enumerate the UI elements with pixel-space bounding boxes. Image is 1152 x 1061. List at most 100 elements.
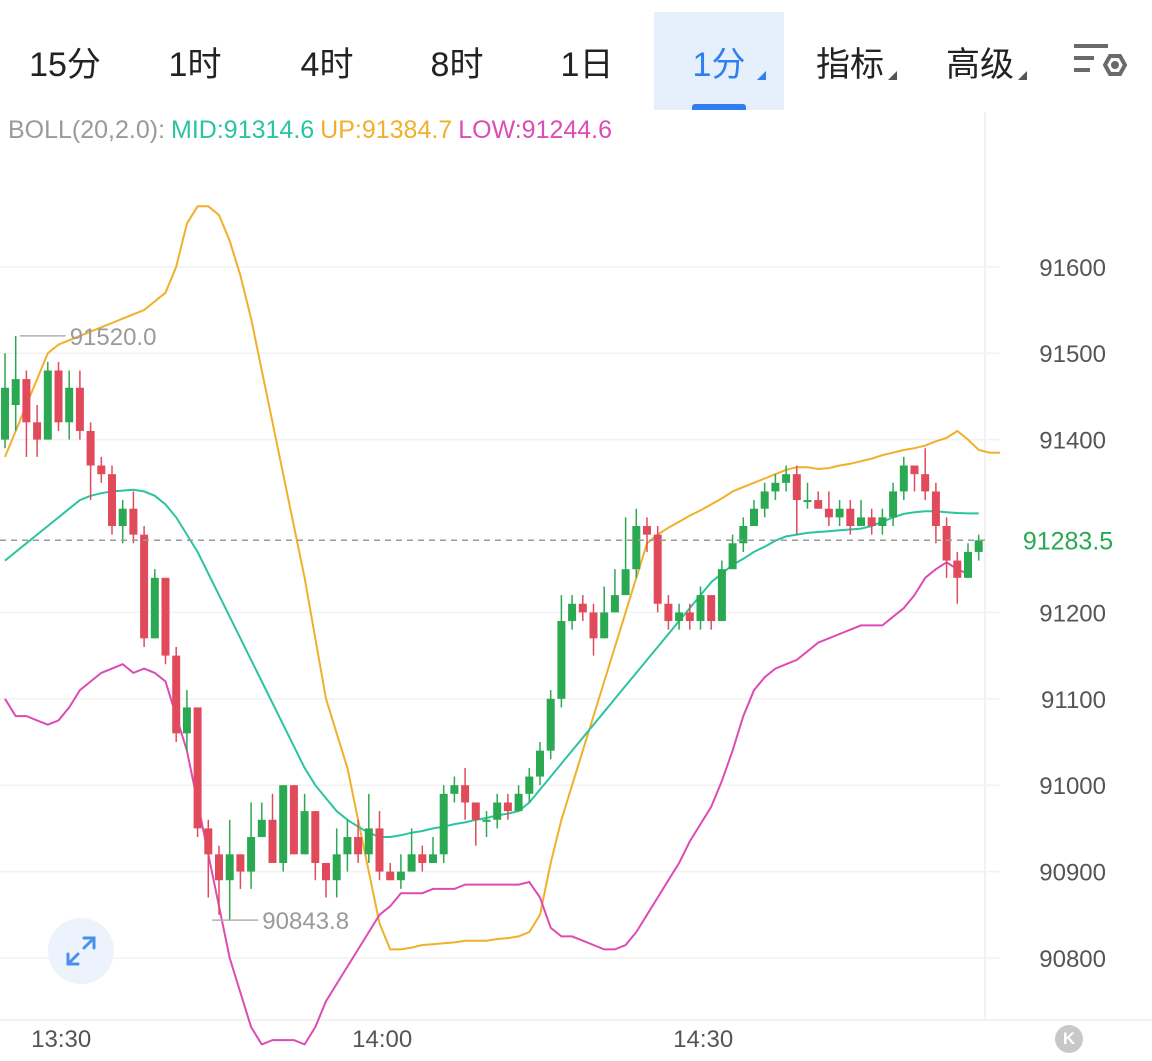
candle-up bbox=[739, 526, 748, 544]
candle-up bbox=[439, 793, 448, 855]
kline-toggle-button[interactable]: K bbox=[1055, 1025, 1083, 1053]
candle-up bbox=[546, 698, 555, 751]
candle-up bbox=[150, 577, 159, 639]
candle-up bbox=[225, 854, 234, 881]
candle-up bbox=[407, 854, 416, 872]
dropdown-caret-icon bbox=[757, 71, 766, 80]
tab-label: 1分 bbox=[692, 45, 746, 84]
candle-down bbox=[161, 577, 170, 656]
candle-down bbox=[643, 526, 651, 535]
candle-down bbox=[215, 854, 223, 881]
candle-up bbox=[247, 837, 256, 872]
candle-up bbox=[279, 785, 288, 863]
candle-down bbox=[503, 802, 512, 812]
candle-up bbox=[514, 793, 523, 812]
candle-down bbox=[953, 560, 962, 578]
y-tick-label: 91100 bbox=[1041, 687, 1106, 714]
candle-up bbox=[1, 387, 9, 440]
dropdown-caret-icon bbox=[1018, 71, 1027, 80]
timeframe-tabs: 15分 1时 4时 8时 1日 1分 指标 高级 bbox=[0, 0, 1152, 112]
tab-0[interactable]: 15分 bbox=[0, 12, 130, 110]
candle-up bbox=[396, 871, 405, 881]
candle-up bbox=[782, 474, 791, 483]
boll-mid-line bbox=[4, 488, 979, 838]
candle-up bbox=[717, 569, 726, 622]
candle-up bbox=[696, 595, 705, 622]
expand-icon bbox=[66, 936, 96, 966]
candle-down bbox=[931, 491, 940, 526]
candle-down bbox=[375, 828, 384, 872]
y-tick-label: 91400 bbox=[1039, 428, 1106, 455]
tab-label: 8时 bbox=[430, 45, 484, 84]
candle-down bbox=[354, 837, 363, 855]
boll-upper-line bbox=[4, 205, 1001, 951]
candle-up bbox=[343, 837, 352, 855]
current-price-tag-bg bbox=[986, 521, 1152, 560]
candle-up bbox=[835, 508, 844, 518]
candle-up bbox=[610, 595, 619, 613]
low-marker-label: 90843.8 bbox=[262, 908, 349, 935]
candle-up bbox=[568, 603, 577, 622]
x-tick-label: 14:00 bbox=[352, 1026, 412, 1053]
tab-6[interactable]: 指标 bbox=[785, 12, 915, 110]
tab-3[interactable]: 8时 bbox=[392, 12, 522, 110]
candle-down bbox=[707, 595, 716, 622]
candle-up bbox=[364, 828, 373, 855]
boll-lower-value: LOW:91244.6 bbox=[458, 116, 613, 144]
candle-down bbox=[942, 526, 951, 561]
candlestick-chart[interactable]: 91600 91500 91400 91200 91100 91000 90900 90800… bbox=[0, 112, 1152, 1061]
candle-up bbox=[118, 508, 127, 526]
tab-label: 高级 bbox=[946, 45, 1014, 84]
candle-up bbox=[632, 526, 641, 570]
candle-down bbox=[589, 612, 598, 639]
tab-5[interactable]: 1分 bbox=[654, 12, 784, 110]
active-tab-indicator bbox=[692, 104, 746, 110]
candle-up bbox=[300, 811, 309, 855]
candle-down bbox=[86, 430, 95, 466]
candle-down bbox=[22, 379, 31, 423]
candle-up bbox=[878, 517, 887, 526]
tab-7[interactable]: 高级 bbox=[915, 12, 1045, 110]
candle-up bbox=[65, 387, 74, 423]
candle-up bbox=[482, 819, 491, 822]
candle-up bbox=[621, 569, 630, 596]
candle-down bbox=[311, 811, 320, 863]
chart-settings-button[interactable] bbox=[1072, 38, 1128, 86]
candle-down bbox=[471, 802, 480, 820]
expand-button[interactable] bbox=[48, 918, 114, 984]
candle-up bbox=[450, 785, 459, 794]
candle-down bbox=[685, 612, 694, 622]
candle-up bbox=[493, 802, 502, 820]
candle-up bbox=[182, 707, 191, 734]
candle-down bbox=[322, 862, 330, 881]
tab-1[interactable]: 1时 bbox=[130, 12, 260, 110]
candle-up bbox=[536, 750, 544, 777]
y-tick-label: 91000 bbox=[1039, 773, 1106, 800]
boll-legend: BOLL(20,2.0): MID:91314.6 UP:91384.7 LOW:91… bbox=[8, 116, 618, 145]
tab-2[interactable]: 4时 bbox=[262, 12, 392, 110]
candle-up bbox=[11, 379, 20, 406]
candle-down bbox=[108, 474, 116, 526]
candle-down bbox=[204, 828, 213, 855]
candle-up bbox=[899, 465, 908, 492]
candle-up bbox=[760, 491, 769, 509]
candle-down bbox=[97, 465, 106, 475]
candle-down bbox=[578, 603, 587, 613]
candle-down bbox=[867, 517, 876, 526]
candle-down bbox=[386, 871, 395, 881]
candle-down bbox=[193, 707, 202, 829]
candle-down bbox=[846, 508, 855, 526]
candle-up bbox=[429, 854, 437, 863]
boll-lower-line bbox=[4, 561, 969, 1046]
candle-up bbox=[974, 540, 983, 552]
tab-4[interactable]: 1日 bbox=[522, 12, 652, 110]
tab-label: 15分 bbox=[29, 45, 101, 84]
candle-down bbox=[921, 474, 930, 492]
tab-label: 4时 bbox=[300, 45, 354, 84]
boll-upper-value: UP:91384.7 bbox=[320, 116, 453, 144]
candle-down bbox=[824, 508, 833, 518]
candle-down bbox=[814, 500, 823, 509]
candle-down bbox=[910, 465, 919, 475]
tab-label: 1时 bbox=[168, 45, 222, 84]
candle-down bbox=[664, 603, 673, 622]
